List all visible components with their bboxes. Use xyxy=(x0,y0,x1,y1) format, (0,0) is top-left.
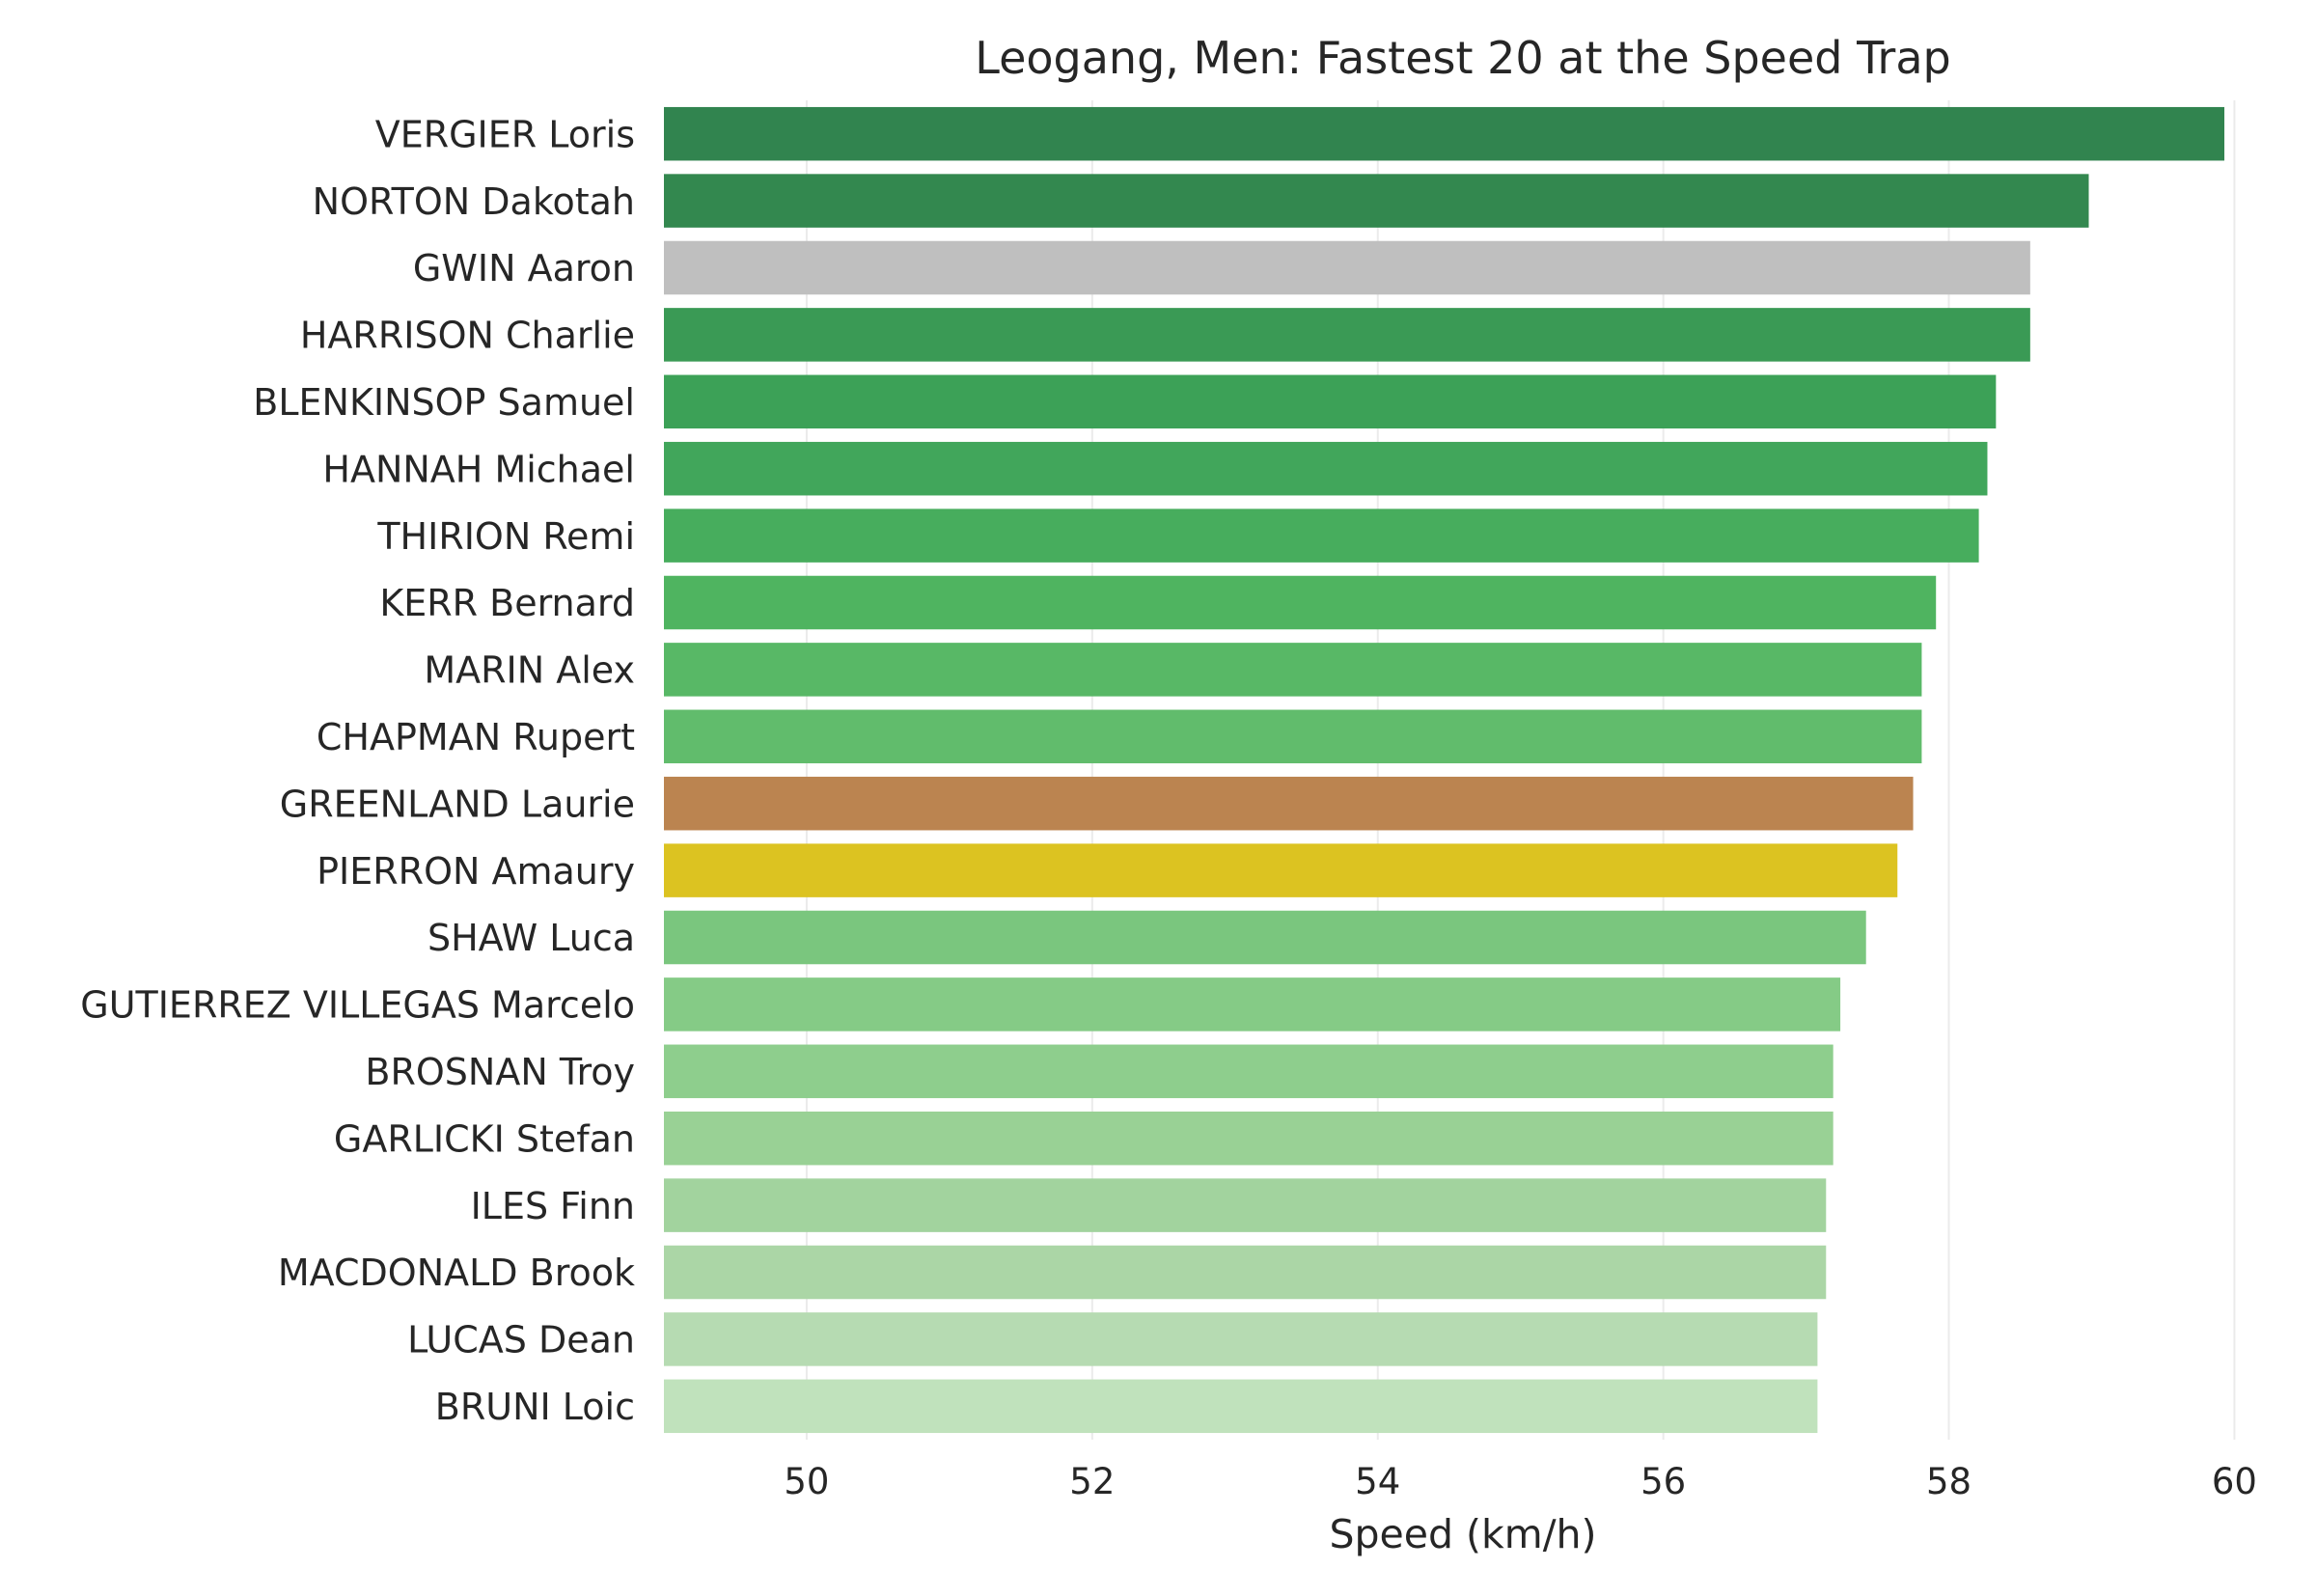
category-label: THIRION Remi xyxy=(376,515,635,558)
category-label: SHAW Luca xyxy=(427,917,635,959)
category-label: BRUNI Loic xyxy=(435,1386,635,1428)
category-label: NORTON Dakotah xyxy=(313,180,635,223)
bar xyxy=(664,776,1914,831)
bar xyxy=(664,1044,1834,1099)
bar xyxy=(664,1312,1818,1366)
x-tick-label: 52 xyxy=(1069,1461,1115,1502)
category-labels: VERGIER Loris NORTON Dakotah GWIN Aaron HAR… xyxy=(80,113,635,1428)
bar xyxy=(664,910,1866,965)
bar xyxy=(664,1245,1827,1300)
x-tick-label: 56 xyxy=(1640,1461,1686,1502)
category-label: KERR Bernard xyxy=(379,582,635,624)
category-label: CHAPMAN Rupert xyxy=(317,716,635,758)
category-label: GWIN Aaron xyxy=(413,247,635,289)
category-label: BROSNAN Troy xyxy=(365,1051,635,1093)
category-label: HANNAH Michael xyxy=(322,448,635,490)
bar xyxy=(664,977,1841,1032)
category-label: HARRISON Charlie xyxy=(300,315,635,357)
category-label: GREENLAND Laurie xyxy=(280,783,635,825)
category-label: GARLICKI Stefan xyxy=(334,1117,635,1160)
bar xyxy=(664,1178,1827,1232)
x-tick-label: 60 xyxy=(2212,1461,2257,1502)
category-label: VERGIER Loris xyxy=(375,113,635,155)
bar xyxy=(664,240,2030,295)
chart-title: Leogang, Men: Fastest 20 at the Speed Tr… xyxy=(975,32,1950,84)
bar xyxy=(664,709,1922,764)
category-label: ILES Finn xyxy=(471,1185,635,1227)
category-label: GUTIERREZ VILLEGAS Marcelo xyxy=(80,984,635,1027)
bar xyxy=(664,1111,1834,1166)
category-label: MARIN Alex xyxy=(424,649,635,692)
bar xyxy=(664,643,1922,697)
bar xyxy=(664,575,1937,630)
category-label: PIERRON Amaury xyxy=(317,850,635,893)
bars xyxy=(664,106,2225,1434)
x-tick-label: 54 xyxy=(1355,1461,1400,1502)
grid-lines xyxy=(805,100,2236,1440)
x-axis-label: Speed (km/h) xyxy=(1329,1511,1596,1557)
category-label: LUCAS Dean xyxy=(407,1319,635,1362)
x-axis-ticks: 50 52 54 56 58 60 xyxy=(784,1461,2257,1502)
bar xyxy=(664,374,1997,429)
bar xyxy=(664,308,2030,362)
x-tick-label: 58 xyxy=(1926,1461,1971,1502)
bar xyxy=(664,441,1988,496)
bar xyxy=(664,106,2225,161)
bar xyxy=(664,174,2089,228)
x-tick-label: 50 xyxy=(784,1461,829,1502)
bar xyxy=(664,843,1898,897)
category-label: BLENKINSOP Samuel xyxy=(253,381,635,424)
category-label: MACDONALD Brook xyxy=(278,1252,635,1294)
bar xyxy=(664,509,1979,563)
bar xyxy=(664,1379,1818,1434)
